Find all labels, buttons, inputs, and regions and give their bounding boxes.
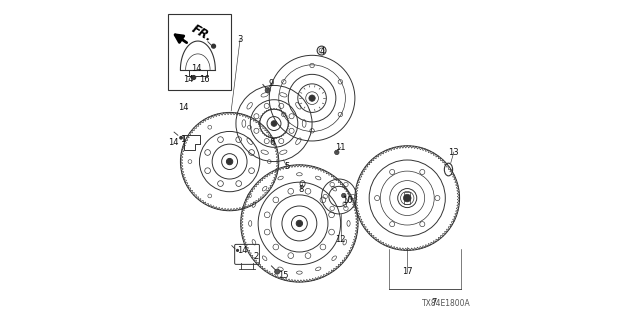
Text: 9: 9 xyxy=(268,79,273,88)
Bar xyxy=(404,192,410,204)
Text: 3: 3 xyxy=(237,35,243,44)
Text: 14: 14 xyxy=(178,103,188,112)
Circle shape xyxy=(335,150,339,155)
Text: 14: 14 xyxy=(191,63,202,73)
Circle shape xyxy=(192,76,196,79)
Circle shape xyxy=(212,44,216,48)
Circle shape xyxy=(275,269,280,274)
Circle shape xyxy=(309,95,316,101)
Circle shape xyxy=(236,249,239,252)
Text: TX84E1800A: TX84E1800A xyxy=(422,300,470,308)
Text: 8: 8 xyxy=(298,185,303,194)
Text: 2: 2 xyxy=(253,252,259,261)
Text: 15: 15 xyxy=(278,271,289,280)
Bar xyxy=(168,14,231,90)
Text: 4: 4 xyxy=(320,47,325,56)
Text: 7: 7 xyxy=(431,298,436,307)
Text: 14: 14 xyxy=(183,75,194,84)
Text: 10: 10 xyxy=(342,196,353,205)
Text: 14: 14 xyxy=(168,138,179,147)
Text: 11: 11 xyxy=(335,143,346,152)
Circle shape xyxy=(271,121,276,126)
Circle shape xyxy=(403,194,411,202)
Text: 12: 12 xyxy=(335,236,346,244)
Text: 17: 17 xyxy=(402,267,413,276)
Text: 14: 14 xyxy=(237,246,248,255)
Circle shape xyxy=(227,158,233,165)
Text: 16: 16 xyxy=(199,75,209,84)
Circle shape xyxy=(179,136,183,140)
Text: 6: 6 xyxy=(269,138,275,147)
Text: 1: 1 xyxy=(180,135,186,144)
Text: FR.: FR. xyxy=(189,22,214,45)
Circle shape xyxy=(296,220,303,227)
Circle shape xyxy=(265,88,270,93)
Text: 13: 13 xyxy=(449,148,459,156)
Circle shape xyxy=(342,193,346,198)
Text: 5: 5 xyxy=(284,162,289,171)
